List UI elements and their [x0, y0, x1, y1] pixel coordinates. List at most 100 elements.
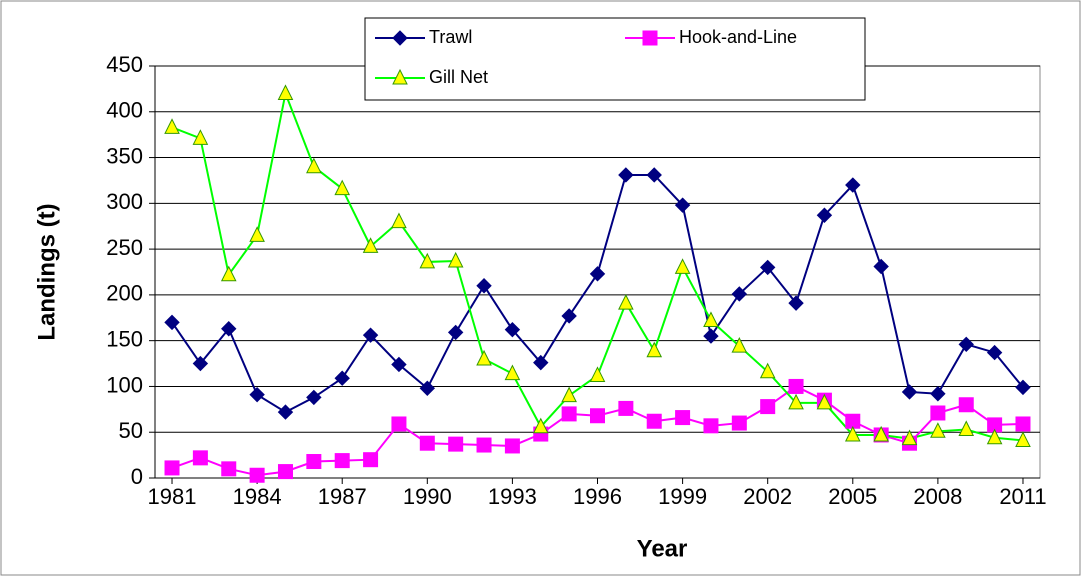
marker	[958, 420, 975, 436]
marker	[646, 341, 663, 358]
marker	[249, 226, 265, 242]
marker	[646, 167, 662, 183]
marker	[901, 429, 918, 446]
y-tick-label: 200	[106, 281, 143, 306]
marker	[504, 364, 521, 381]
marker	[221, 321, 237, 337]
marker	[221, 461, 237, 477]
marker	[419, 380, 436, 396]
x-tick-label: 1993	[488, 484, 537, 509]
marker	[675, 410, 691, 426]
marker	[391, 416, 407, 432]
marker	[759, 259, 776, 276]
marker	[873, 425, 889, 442]
x-tick-label: 1984	[233, 484, 282, 509]
marker	[392, 68, 408, 85]
y-tick-label: 250	[106, 235, 143, 260]
legend-box	[364, 17, 866, 101]
legend-label: Gill Net	[429, 67, 488, 87]
marker	[334, 179, 351, 196]
marker	[164, 460, 180, 476]
marker	[504, 438, 520, 454]
marker	[844, 425, 861, 442]
marker	[362, 327, 379, 343]
marker	[589, 366, 606, 382]
marker	[476, 278, 492, 294]
marker	[476, 437, 492, 453]
y-tick-label: 400	[106, 98, 143, 123]
marker	[334, 370, 350, 386]
marker	[306, 454, 322, 470]
marker	[532, 417, 549, 434]
marker	[306, 157, 322, 174]
marker	[759, 362, 776, 379]
marker	[447, 251, 464, 268]
y-tick-label: 450	[106, 52, 143, 77]
marker	[220, 265, 237, 282]
marker	[561, 406, 577, 422]
marker	[618, 294, 634, 310]
marker	[561, 386, 577, 403]
x-tick-label: 1999	[658, 484, 707, 509]
marker	[419, 435, 435, 451]
marker	[277, 84, 294, 100]
marker	[334, 453, 350, 469]
marker	[277, 404, 294, 420]
x-tick-label: 1981	[148, 484, 197, 509]
x-tick-label: 1996	[573, 484, 622, 509]
marker	[642, 30, 658, 46]
marker	[504, 321, 521, 338]
marker	[760, 399, 776, 415]
marker	[930, 386, 946, 402]
marker	[930, 422, 946, 438]
marker	[618, 400, 634, 416]
marker	[391, 356, 407, 373]
marker	[703, 418, 719, 434]
marker	[1015, 431, 1031, 447]
marker	[816, 207, 833, 223]
marker	[646, 413, 662, 429]
marker	[277, 464, 293, 480]
marker	[533, 354, 549, 371]
marker	[362, 237, 379, 253]
legend-label: Trawl	[429, 27, 472, 47]
marker	[731, 286, 748, 302]
marker	[1015, 379, 1031, 396]
x-tick-label: 2011	[999, 484, 1046, 509]
marker	[561, 308, 577, 324]
y-tick-label: 300	[106, 189, 143, 214]
x-tick-label: 2005	[828, 484, 877, 509]
marker	[192, 355, 209, 372]
marker	[845, 177, 861, 193]
marker	[674, 197, 691, 213]
marker	[392, 30, 408, 46]
marker	[986, 344, 1003, 361]
x-axis-label: Year	[637, 535, 688, 562]
marker	[958, 336, 974, 353]
marker	[590, 408, 605, 424]
marker	[788, 295, 804, 311]
marker	[873, 258, 889, 275]
marker	[391, 212, 407, 229]
marker	[788, 393, 804, 410]
marker	[930, 405, 946, 421]
marker	[816, 393, 833, 410]
marker	[958, 397, 974, 413]
marker	[1015, 416, 1031, 432]
marker	[788, 378, 804, 394]
marker	[192, 450, 208, 466]
marker	[476, 349, 492, 366]
y-tick-label: 50	[119, 418, 143, 443]
x-tick-label: 1990	[403, 484, 452, 509]
y-axis-label: Landings (t)	[33, 203, 60, 340]
x-tick-label: 1987	[318, 484, 367, 509]
marker	[703, 311, 719, 328]
marker	[731, 415, 747, 431]
x-tick-label: 2002	[743, 484, 792, 509]
marker	[901, 384, 918, 400]
y-tick-label: 100	[106, 372, 143, 397]
marker	[306, 389, 322, 406]
marker	[731, 337, 748, 353]
